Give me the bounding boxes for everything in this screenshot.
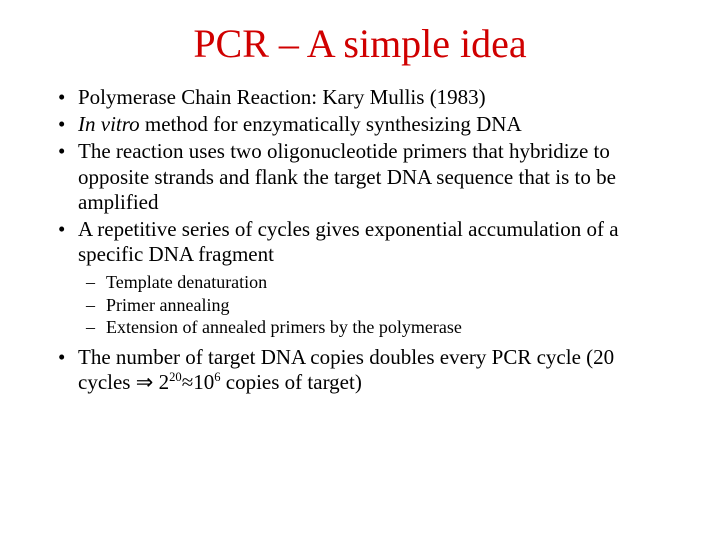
sub-bullet-item: Template denaturation	[50, 271, 670, 294]
sub-bullet-text: Extension of annealed primers by the pol…	[106, 317, 462, 337]
bullet-text: The reaction uses two oligonucleotide pr…	[78, 139, 616, 213]
bullet-item: The reaction uses two oligonucleotide pr…	[50, 139, 670, 215]
bullet-text: ≈10	[182, 370, 215, 394]
bullet-list: Polymerase Chain Reaction: Kary Mullis (…	[50, 85, 670, 267]
sub-bullet-text: Template denaturation	[106, 272, 267, 292]
bullet-text-italic: In vitro	[78, 112, 140, 136]
sub-bullet-text: Primer annealing	[106, 295, 229, 315]
bullet-list-2: The number of target DNA copies doubles …	[50, 345, 670, 395]
bullet-item: In vitro method for enzymatically synthe…	[50, 112, 670, 137]
bullet-text: Polymerase Chain Reaction: Kary Mullis (…	[78, 85, 486, 109]
sub-bullet-list: Template denaturation Primer annealing E…	[50, 271, 670, 339]
bullet-text: copies of target)	[221, 370, 362, 394]
arrow-icon: ⇒	[136, 371, 154, 394]
bullet-text: method for enzymatically synthesizing DN…	[140, 112, 522, 136]
bullet-item: Polymerase Chain Reaction: Kary Mullis (…	[50, 85, 670, 110]
sub-bullet-item: Extension of annealed primers by the pol…	[50, 316, 670, 339]
bullet-text: 2	[153, 370, 169, 394]
superscript: 20	[169, 370, 182, 384]
sub-bullet-item: Primer annealing	[50, 294, 670, 317]
slide-title: PCR – A simple idea	[50, 20, 670, 67]
slide-container: PCR – A simple idea Polymerase Chain Rea…	[0, 0, 720, 417]
bullet-item: A repetitive series of cycles gives expo…	[50, 217, 670, 267]
bullet-text: A repetitive series of cycles gives expo…	[78, 217, 619, 266]
bullet-item: The number of target DNA copies doubles …	[50, 345, 670, 395]
